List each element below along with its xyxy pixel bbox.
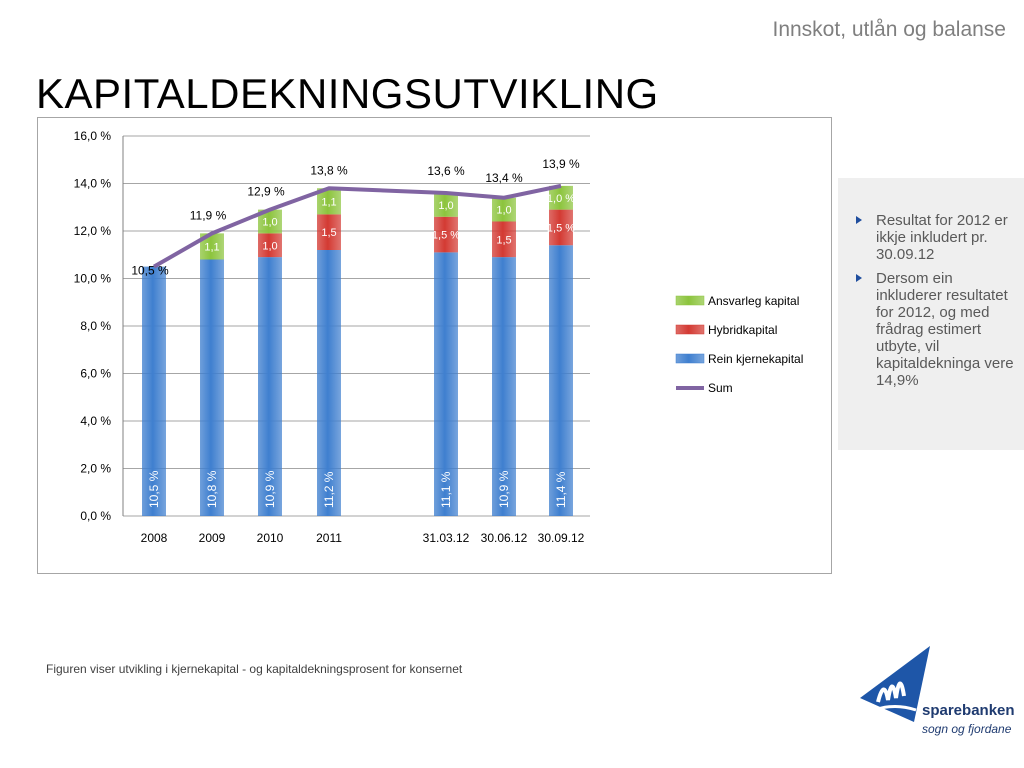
y-tick-label: 16,0 % [74, 129, 112, 143]
sum-value-label: 10,5 % [131, 264, 169, 278]
sparebanken-logo-icon [860, 646, 930, 722]
y-tick-label: 14,0 % [74, 177, 112, 191]
sum-value-label: 13,9 % [542, 157, 580, 171]
legend-swatch [675, 353, 705, 364]
legend-swatch [675, 324, 705, 335]
bar-hybrid [492, 221, 516, 258]
note-item: Resultat for 2012 er ikkje inkludert pr.… [856, 212, 1022, 263]
sum-line [153, 183, 562, 269]
bar-supplementary-label: 1,0 [438, 200, 453, 212]
capital-chart: 0,0 % 2,0 % 4,0 % 6,0 % 8,0 % 10,0 % 12,0 % 14,… [74, 129, 804, 545]
figure-caption: Figuren viser utvikling i kjernekapital … [46, 662, 463, 676]
bar-supplementary-label: 1,1 [321, 196, 336, 208]
bar-supplementary [258, 209, 282, 234]
bar-core-label: 10,5 % [147, 470, 161, 508]
logo-name: sparebanken [922, 702, 1015, 719]
y-tick-label: 10,0 % [74, 272, 112, 286]
x-tick-label: 30.06.12 [481, 531, 528, 545]
bar-core [317, 250, 341, 516]
bar-hybrid [317, 214, 341, 250]
x-tick-label: 2010 [257, 531, 284, 545]
y-tick-label: 4,0 % [80, 414, 111, 428]
bar-hybrid-label: 1,5 % [432, 230, 460, 242]
bar-core-label: 11,4 % [554, 471, 568, 508]
sum-value-label: 13,8 % [310, 163, 348, 177]
legend-label: Hybridkapital [708, 323, 777, 337]
bar-core [492, 257, 516, 516]
logo-subtitle: sogn og fjordane [922, 722, 1012, 736]
bar-core-label: 11,1 % [439, 471, 453, 508]
bar-supplementary [492, 197, 516, 222]
bullet-icon [856, 274, 862, 282]
bar-core [142, 266, 166, 516]
bar-supplementary-label: 1,1 [204, 241, 219, 253]
sum-line-group: 10,5 % 11,9 % 12,9 % 13,8 % 13,6 % 13,4 % 13,9… [131, 157, 580, 278]
bar-hybrid-label: 1,0 [262, 240, 277, 252]
x-tick-label: 2011 [316, 531, 342, 545]
note-text: Resultat for 2012 er ikkje inkludert pr.… [876, 212, 1008, 263]
sum-value-label: 12,9 % [247, 185, 285, 199]
bar-supplementary [434, 193, 458, 217]
x-tick-label: 31.03.12 [423, 531, 470, 545]
bar-core [258, 257, 282, 516]
x-tick-label: 2009 [199, 531, 226, 545]
y-tick-label: 8,0 % [80, 319, 111, 333]
chart-frame: 0,0 % 2,0 % 4,0 % 6,0 % 8,0 % 10,0 % 12,0 % 14,… [37, 117, 832, 574]
bar-hybrid [258, 233, 282, 258]
bar-core [549, 245, 573, 516]
y-tick-label: 12,0 % [74, 224, 112, 238]
bar-hybrid-label: 1,5 [321, 227, 336, 239]
header-subtitle: Innskot, utlån og balanse [772, 18, 1006, 41]
sum-value-label: 13,6 % [427, 164, 465, 178]
note-text: Dersom ein inkluderer resultatet for 201… [876, 270, 1014, 389]
bar-core [200, 259, 224, 516]
bar-supplementary-label: 1,0 [496, 205, 511, 217]
bullet-icon [856, 216, 862, 224]
note-item: Dersom ein inkluderer resultatet for 201… [856, 270, 1022, 389]
y-ticks: 0,0 % 2,0 % 4,0 % 6,0 % 8,0 % 10,0 % 12,0 % 14,… [74, 129, 112, 523]
note-box: Resultat for 2012 er ikkje inkludert pr.… [838, 178, 1024, 450]
sum-value-label: 11,9 % [190, 208, 227, 222]
bar-core-label: 10,9 % [497, 470, 511, 508]
y-tick-label: 2,0 % [80, 462, 111, 476]
bars: 10,5 % 10,8 % 1,1 10,9 % 1,0 1,0 11,2 % 1,5 1,1 1… [142, 185, 575, 516]
y-tick-label: 6,0 % [80, 367, 111, 381]
legend: Ansvarleg kapital Hybridkapital Rein kjern… [675, 294, 803, 395]
legend-label: Sum [708, 381, 733, 395]
x-tick-label: 2008 [141, 531, 168, 545]
legend-swatch [675, 295, 705, 306]
legend-label: Rein kjernekapital [708, 352, 803, 366]
y-tick-label: 0,0 % [80, 509, 111, 523]
bar-supplementary [549, 185, 573, 210]
bar-hybrid [434, 216, 458, 253]
bar-supplementary-label: 1,0 [262, 217, 277, 229]
bar-core [434, 252, 458, 516]
x-ticks: 2008 2009 2010 2011 31.03.12 30.06.12 30.09.12 [141, 531, 585, 545]
bar-core-label: 10,8 % [205, 470, 219, 508]
bar-hybrid-label: 1,5 % [547, 222, 575, 234]
bar-core-label: 10,9 % [263, 470, 277, 508]
bar-core-label: 11,2 % [322, 471, 336, 508]
x-tick-label: 30.09.12 [538, 531, 585, 545]
bar-hybrid [549, 209, 573, 246]
bar-supplementary-label: 1,0 % [547, 193, 575, 205]
bar-hybrid-label: 1,5 [496, 234, 511, 246]
legend-label: Ansvarleg kapital [708, 294, 799, 308]
page-title: KAPITALDEKNINGSUTVIKLING [36, 70, 659, 117]
sum-value-label: 13,4 % [485, 171, 523, 185]
